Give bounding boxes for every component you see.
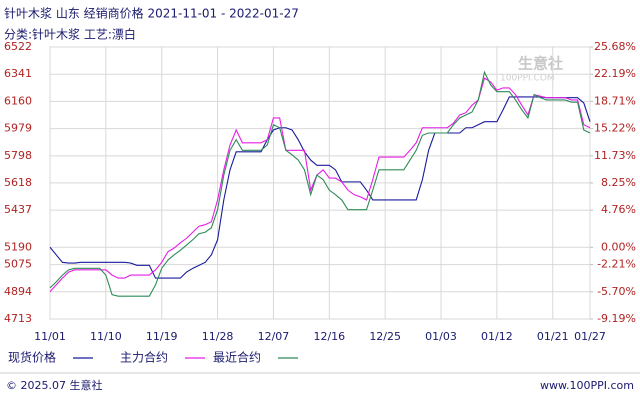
y2-tick-label: 15.22% [594,122,636,135]
series-line [49,77,591,293]
x-tick-label: 01/03 [425,330,457,343]
y2-tick-label: 8.25% [601,176,636,189]
y2-tick-label: 18.71% [594,94,636,107]
y-tick-label: 6341 [4,67,32,80]
x-tick-label: 12/07 [258,330,290,343]
y2-tick-label: 25.68% [594,40,636,53]
x-tick-label: 01/12 [481,330,513,343]
chart-subtitle: 分类:针叶木浆 工艺:漂白 [4,27,136,42]
y2-tick-label: -2.21% [597,258,636,271]
watermark-name: 生意社 [518,55,563,73]
x-tick-label: 12/16 [313,330,345,343]
x-tick-label: 12/25 [369,330,401,343]
footer-right: www.100PPI.com [540,379,634,392]
y-tick-label: 5437 [4,203,32,216]
y-tick-label: 6522 [4,40,32,53]
y-tick-label: 4713 [4,312,32,325]
y-tick-label: 5618 [4,176,32,189]
y-tick-label: 5190 [4,240,32,253]
x-tick-label: 11/19 [146,330,178,343]
x-tick-label: 01/27 [574,330,606,343]
y2-tick-label: 0.00% [601,240,636,253]
y2-tick-label: 11.73% [594,149,636,162]
y2-tick-label: -5.70% [597,285,636,298]
watermark-site: 100PPI.COM [500,74,555,84]
x-tick-label: 11/01 [34,330,66,343]
legend-label: 现货价格 [8,350,56,365]
y-tick-label: 6160 [4,94,32,107]
x-tick-label: 11/10 [90,330,122,343]
legend-label: 主力合约 [120,350,168,365]
y2-tick-label: -9.19% [597,312,636,325]
chart-title: 针叶木浆 山东 经销商价格 2021-11-01 - 2022-01-27 [4,6,299,21]
y2-tick-label: 22.19% [594,67,636,80]
y-tick-label: 4894 [4,285,32,298]
x-tick-label: 01/21 [537,330,569,343]
footer-left: © 2025.07 生意社 [6,378,102,392]
legend-label: 最近合约 [213,350,261,365]
x-tick-label: 11/28 [202,330,234,343]
series-line [49,70,591,297]
y-tick-label: 5798 [4,149,32,162]
y-tick-label: 5979 [4,122,32,135]
y-tick-label: 5075 [4,258,32,271]
y2-tick-label: 4.76% [601,203,636,216]
series-line [49,96,591,279]
